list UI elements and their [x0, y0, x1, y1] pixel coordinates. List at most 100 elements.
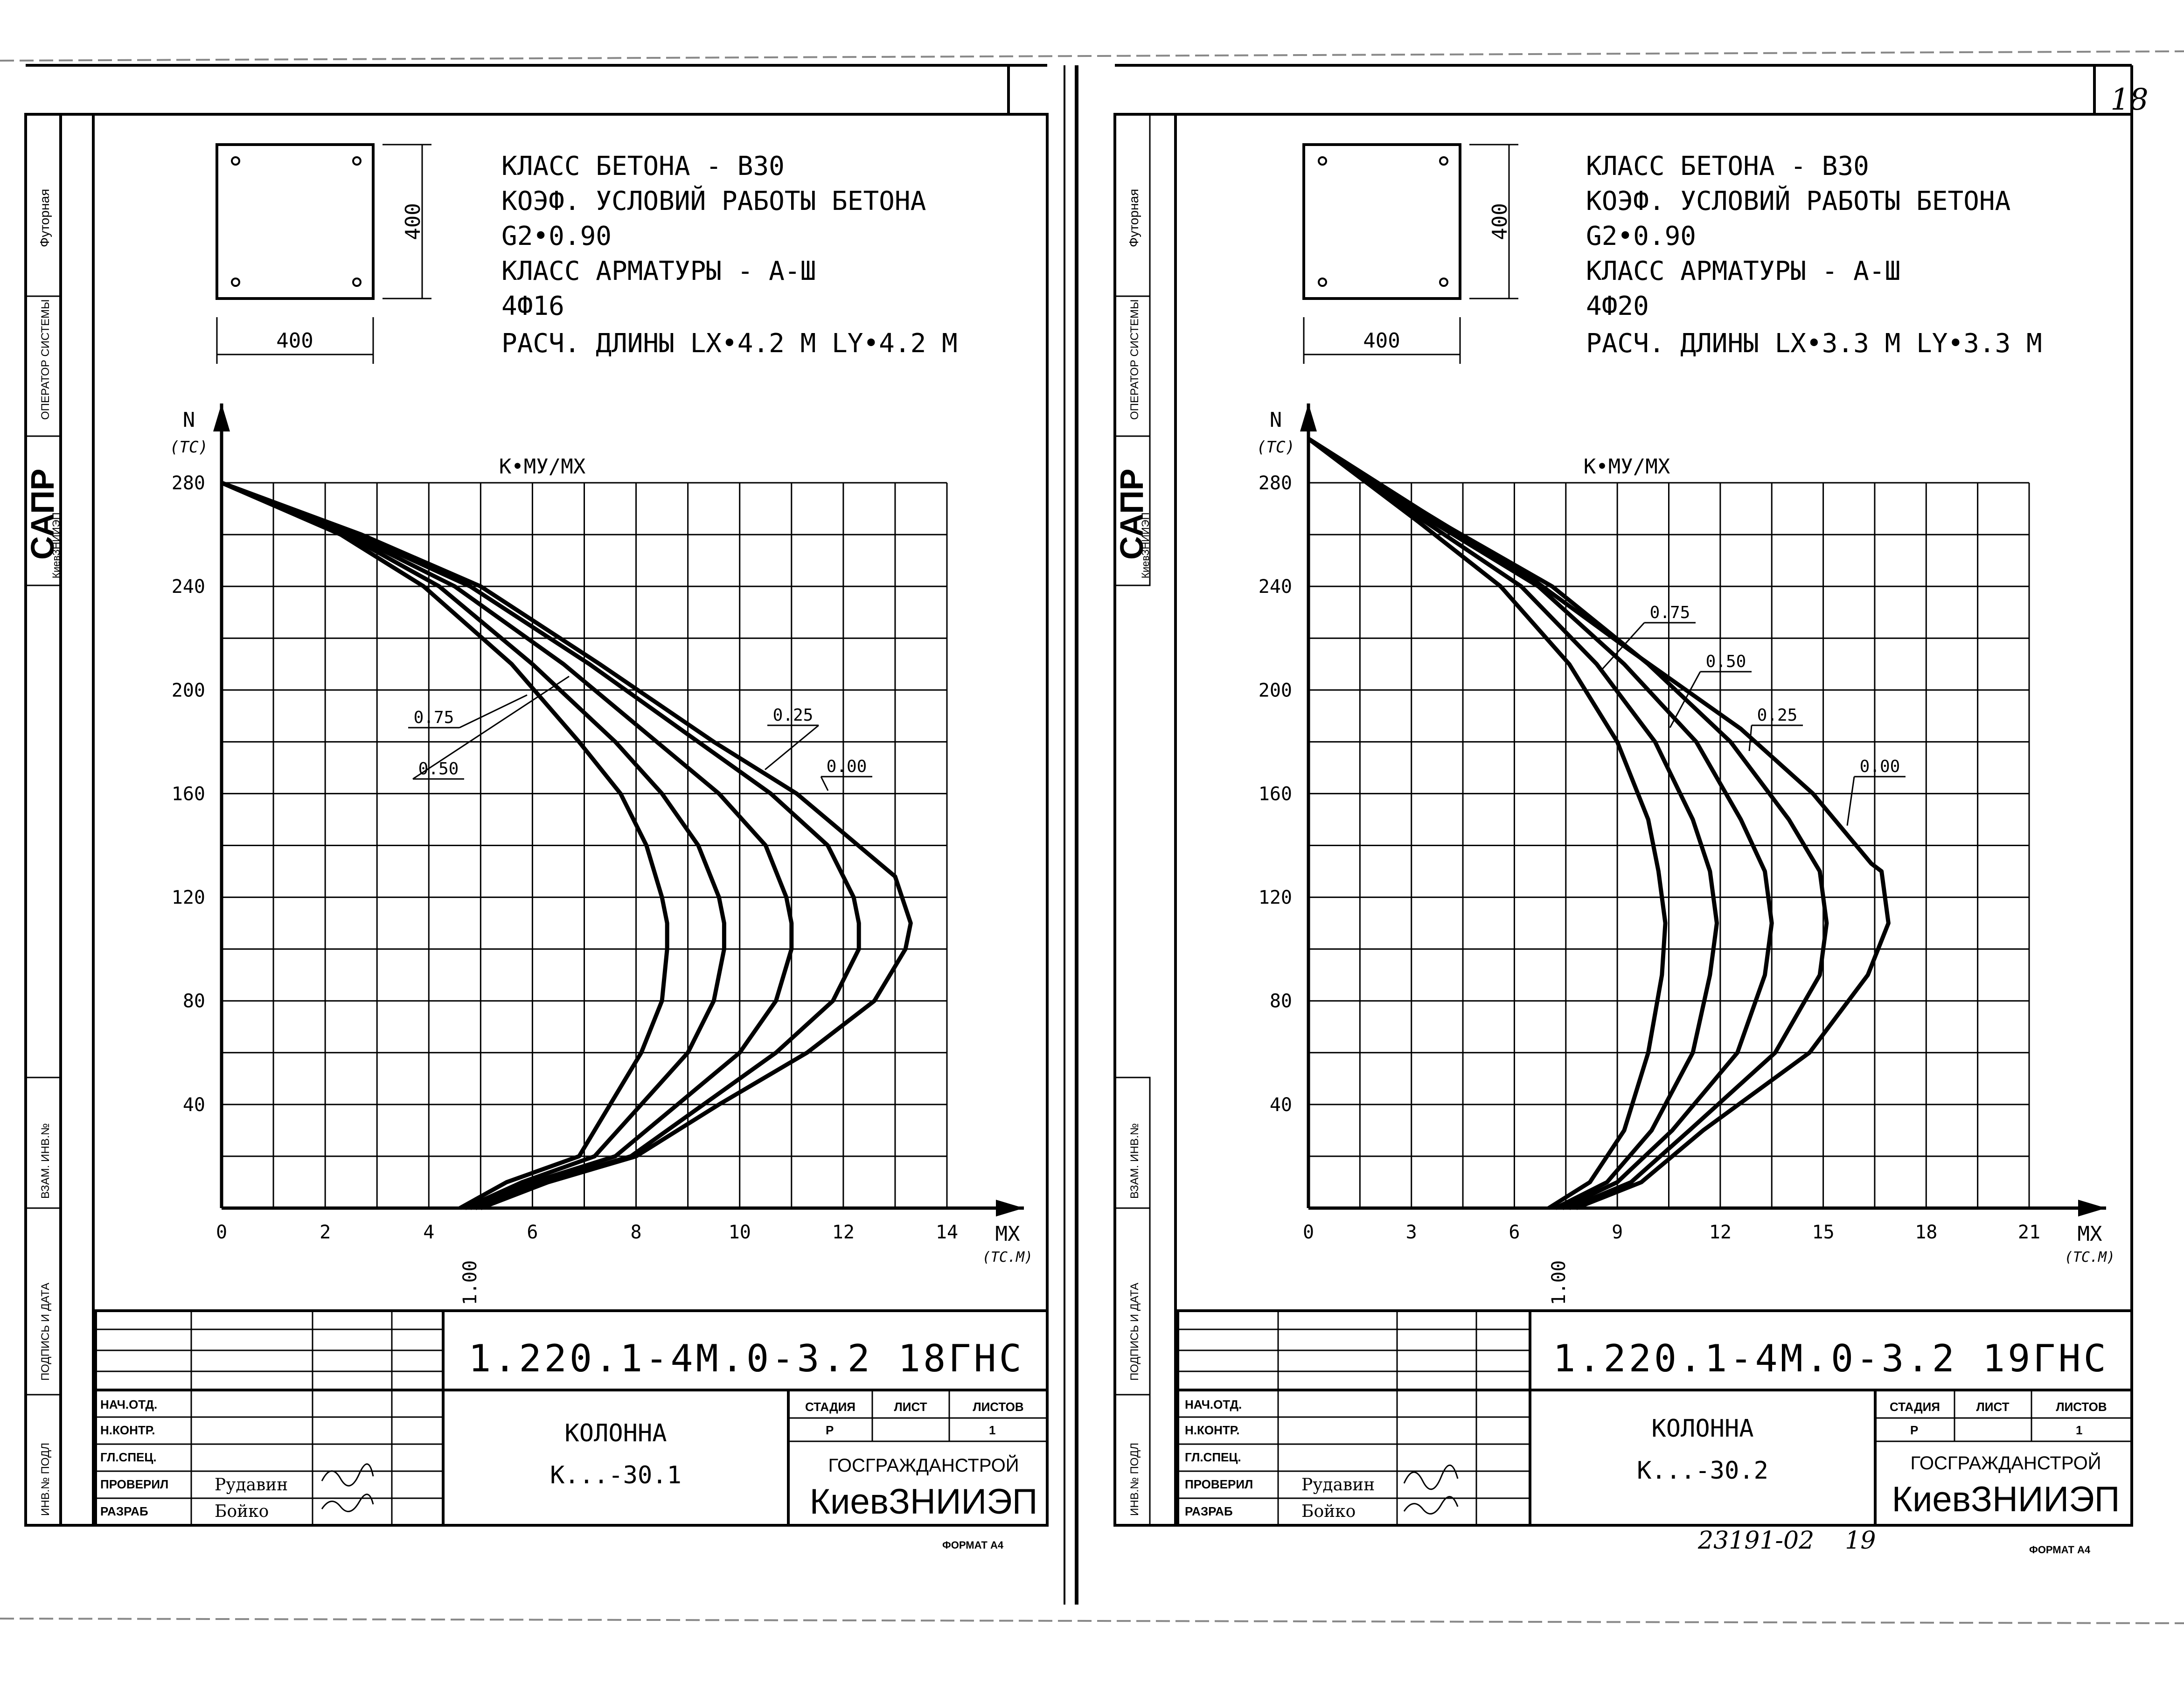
spec-text: КЛАСС БЕТОНА - В30 КОЭФ. УСЛОВИЙ РАБОТЫ …	[501, 151, 958, 359]
tb-role: Н.КОНТР.	[1185, 1423, 1239, 1437]
series-curve-0-25	[221, 480, 861, 1210]
series-label-leader	[820, 776, 829, 791]
x-tick-label: 21	[2018, 1222, 2040, 1243]
y-tick-label: 240	[1259, 576, 1292, 598]
series-label: 0.75	[1650, 603, 1690, 622]
y-tick-label: 120	[172, 887, 205, 909]
x-tick-label: 15	[1812, 1222, 1834, 1243]
tb-role: Н.КОНТР.	[100, 1423, 155, 1437]
x-tick-label: 18	[1915, 1222, 1937, 1243]
tb-sheet-label: ЛИСТ	[894, 1400, 927, 1414]
side-label-sapr: САПР	[24, 469, 61, 560]
x-tick-label: 3	[1406, 1222, 1417, 1243]
x-axis-label: МХ	[2078, 1222, 2102, 1246]
y-axis-arrow	[213, 403, 230, 431]
y-tick-label: 160	[1259, 783, 1292, 805]
y-tick-label: 280	[172, 473, 205, 494]
tb-sheets-label: ЛИСТОВ	[973, 1400, 1023, 1414]
title-block: НАЧ.ОТД. Н.КОНТР. ГЛ.СПЕЦ. ПРОВЕРИЛ РАЗР…	[1176, 1309, 2133, 1556]
tb-stage-label: СТАДИЯ	[1890, 1400, 1940, 1414]
tb-org-line1: ГОСГРАЖДАНСТРОЙ	[1910, 1452, 2101, 1474]
tb-stage-value: Р	[826, 1423, 834, 1437]
section-width-label: 400	[276, 329, 313, 353]
y-tick-label: 40	[1270, 1094, 1292, 1116]
tb-stage-label: СТАДИЯ	[805, 1400, 856, 1414]
side-label-vzam: ВЗАМ. ИНВ.№	[39, 1123, 52, 1199]
x-tick-label: 10	[729, 1222, 751, 1243]
tb-role: РАЗРАБ	[1185, 1504, 1233, 1518]
tb-role: НАЧ.ОТД.	[1185, 1397, 1242, 1411]
series-curve-0-00	[221, 480, 913, 1210]
section-height-label: 400	[1488, 203, 1512, 240]
tb-sheets-label: ЛИСТОВ	[2056, 1400, 2107, 1414]
series-label-leader	[1599, 622, 1645, 673]
tb-name-line2: К...-30.2	[1637, 1457, 1768, 1485]
series-label-bottom: 1.00	[1548, 1260, 1570, 1305]
column-section: 400 400	[1302, 143, 1518, 364]
tb-sheets-value: 1	[989, 1423, 995, 1437]
section-width-label: 400	[1363, 329, 1400, 353]
tb-role: ПРОВЕРИЛ	[100, 1477, 168, 1491]
x-tick-label: 12	[1709, 1222, 1732, 1243]
y-axis-arrow	[1300, 403, 1317, 431]
sheet-1: Футорная ОПЕРАТОР СИСТЕМЫ САПР КиевЗНИИЭ…	[24, 64, 1049, 1551]
side-label-sapr: САПР	[1113, 469, 1150, 560]
spec-line: РАСЧ. ДЛИНЫ LX•4.2 М LY•4.2 М	[501, 328, 958, 359]
column-section: 400 400	[216, 143, 431, 364]
series-curve-0-50	[221, 480, 794, 1210]
series-curve-1-00	[1307, 437, 1668, 1210]
tb-role: ГЛ.СПЕЦ.	[1185, 1450, 1241, 1464]
spec-line: КОЭФ. УСЛОВИЙ РАБОТЫ БЕТОНА	[501, 186, 926, 216]
tb-org-line2: КиевЗНИИЭП	[1892, 1480, 2120, 1519]
tb-name: Рудавин	[1301, 1475, 1375, 1494]
x-tick-label: 12	[832, 1222, 855, 1243]
tb-code: 1.220.1-4М.0-3.2 18ГНС	[468, 1337, 1024, 1380]
series-label-leader	[1748, 725, 1753, 751]
series-label: 0.00	[827, 757, 867, 776]
tb-name: Бойко	[1301, 1502, 1356, 1521]
y-axis-unit: (ТС)	[170, 438, 208, 457]
series-curve-0-50	[1307, 437, 1774, 1210]
y-tick-label: 80	[1270, 991, 1292, 1012]
series-curve-0-75	[1307, 437, 1719, 1210]
side-label-operator: ОПЕРАТОР СИСТЕМЫ	[1128, 299, 1141, 420]
tb-org-line1: ГОСГРАЖДАНСТРОЙ	[828, 1454, 1019, 1476]
y-tick-label: 160	[172, 783, 205, 805]
tb-name-line1: КОЛОННА	[1651, 1415, 1753, 1443]
spec-line: КЛАСС АРМАТУРЫ - А-Ш	[1586, 256, 1900, 286]
x-axis-arrow	[2078, 1200, 2106, 1216]
series-label: 0.00	[1860, 757, 1900, 776]
y-tick-label: 240	[172, 576, 205, 598]
side-strip: Футорная ОПЕРАТОР СИСТЕМЫ САПР КиевЗНИИЭ…	[1113, 113, 1151, 1526]
series-label-leader	[1669, 671, 1701, 728]
tb-org-line2: КиевЗНИИЭП	[810, 1482, 1038, 1522]
side-label-podpis: ПОДПИСЬ И ДАТА	[1128, 1283, 1141, 1381]
x-tick-label: 14	[936, 1222, 958, 1243]
side-label-inv: ИНВ.№ ПОДЛ	[39, 1443, 52, 1516]
y-axis-unit: (ТС)	[1257, 438, 1295, 457]
tb-sheet-label: ЛИСТ	[1976, 1400, 2010, 1414]
spec-line: 4Ф16	[501, 291, 564, 321]
x-tick-label: 6	[1509, 1222, 1520, 1243]
tb-bottom-note: 23191-02 19	[1697, 1527, 1876, 1555]
y-tick-label: 120	[1259, 887, 1292, 909]
series-curve-0-75	[221, 480, 726, 1210]
y-axis-label: N	[183, 408, 195, 432]
tb-role: ГЛ.СПЕЦ.	[100, 1450, 157, 1464]
series-label: 0.25	[1757, 706, 1798, 725]
spec-line: 4Ф20	[1586, 291, 1649, 321]
series-label-leader	[412, 675, 570, 780]
y-tick-label: 80	[183, 991, 205, 1012]
tb-sheets-value: 1	[2076, 1423, 2082, 1437]
series-curve-1-00	[221, 480, 669, 1210]
side-label-inv: ИНВ.№ ПОДЛ	[1128, 1443, 1141, 1516]
x-axis-unit: (ТС.М)	[2065, 1249, 2115, 1265]
series-label: 0.50	[1706, 652, 1746, 671]
series-label-leader	[459, 694, 528, 729]
x-axis-unit: (ТС.М)	[982, 1249, 1033, 1265]
x-tick-label: 0	[1303, 1222, 1314, 1243]
series-label-leader	[1846, 776, 1855, 826]
series-curve-0-25	[1307, 437, 1829, 1210]
tb-format: ФОРМАТ А4	[2029, 1544, 2091, 1556]
